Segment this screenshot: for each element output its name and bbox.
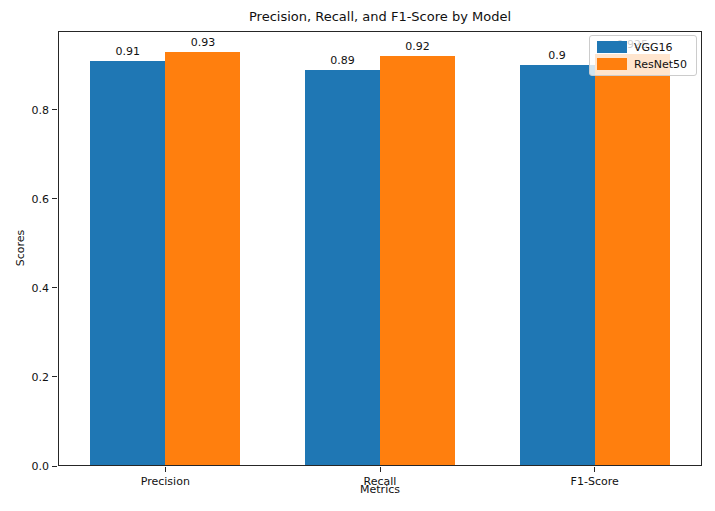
- y-tick-label: 0.4: [32, 282, 50, 295]
- legend-swatch-vgg16: [597, 41, 627, 53]
- y-tick-mark: [52, 466, 57, 467]
- y-tick-label: 0.8: [32, 104, 50, 117]
- legend: VGG16 ResNet50: [589, 35, 697, 76]
- y-tick-mark: [52, 198, 57, 199]
- x-tick-mark: [165, 467, 166, 472]
- x-tick-mark: [380, 467, 381, 472]
- x-tick-mark: [594, 467, 595, 472]
- y-tick-label: 0.6: [32, 193, 50, 206]
- bar-chart-figure: Precision, Recall, and F1-Score by Model…: [0, 0, 715, 511]
- y-tick-label: 0.2: [32, 371, 50, 384]
- legend-entry-vgg16: VGG16: [597, 41, 687, 53]
- plot-area: VGG16 ResNet50: [58, 31, 702, 466]
- legend-label-vgg16: VGG16: [634, 42, 673, 53]
- legend-label-resnet50: ResNet50: [634, 59, 687, 70]
- y-axis-label: Scores: [14, 230, 27, 267]
- x-axis-label: Metrics: [58, 483, 702, 496]
- y-tick-mark: [52, 287, 57, 288]
- y-tick-mark: [52, 376, 57, 377]
- y-tick-label: 0.0: [32, 460, 50, 473]
- chart-title: Precision, Recall, and F1-Score by Model: [58, 9, 702, 24]
- legend-swatch-resnet50: [597, 58, 627, 70]
- y-tick-mark: [52, 109, 57, 110]
- legend-entry-resnet50: ResNet50: [597, 58, 687, 70]
